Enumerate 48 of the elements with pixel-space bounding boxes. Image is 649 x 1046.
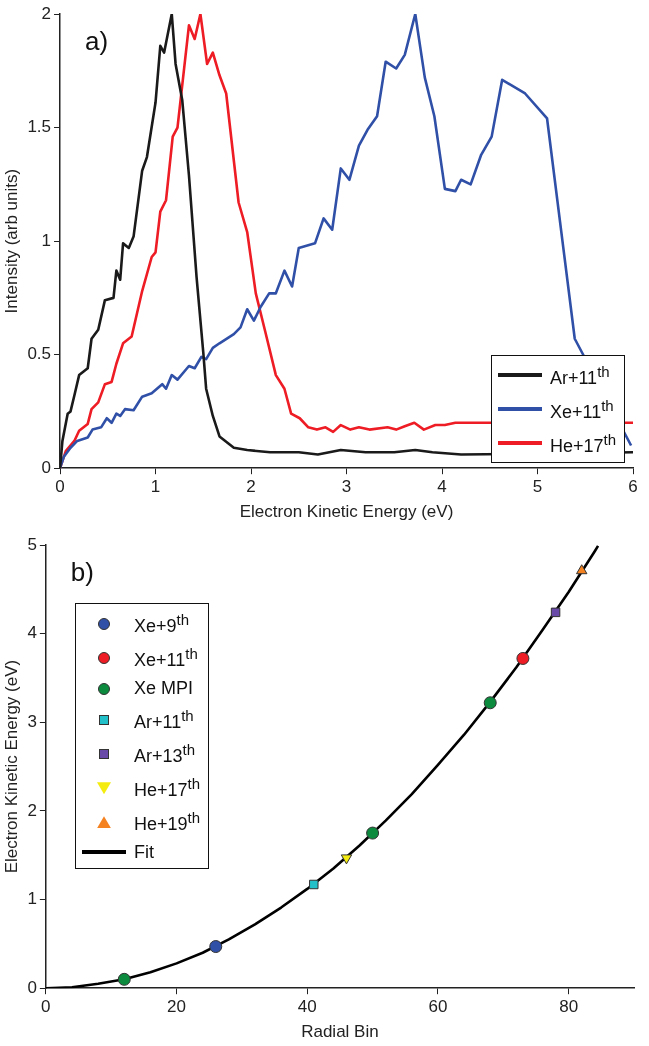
legend-label: He+17$^{th}$ [134, 774, 201, 802]
legend-label: Ar+11$^{th}$ [549, 362, 610, 390]
x-tick-label: 2 [246, 477, 256, 497]
x-tick-label: 5 [532, 477, 543, 497]
point [209, 940, 223, 954]
x-tick-label: 0 [55, 477, 65, 497]
y-tick-label: 4 [27, 623, 37, 643]
annotation: a) [85, 26, 109, 56]
point [516, 651, 530, 665]
y-tick-label: 3 [27, 711, 37, 731]
legend-label: He+19$^{th}$ [134, 808, 201, 836]
y-tick-label: 1 [41, 230, 52, 250]
y-axis-title: Intensity (arb units) [1, 168, 21, 314]
legend-label: Xe+9$^{th}$ [134, 610, 190, 638]
x-tick-label: 6 [628, 477, 638, 497]
legend-label: Fit [134, 841, 154, 864]
x-tick-label: 60 [428, 997, 448, 1017]
point [340, 854, 353, 865]
point [483, 696, 497, 710]
y-tick-label: 0 [41, 457, 52, 477]
x-axis-title: Electron Kinetic Energy (eV) [239, 502, 454, 522]
y-tick-label: 2 [41, 3, 52, 23]
x-tick-label: 4 [437, 477, 447, 497]
legend-label: He+17$^{th}$ [549, 430, 616, 458]
x-tick-label: 1 [150, 477, 161, 497]
point [117, 972, 131, 986]
annotation: b) [70, 557, 94, 587]
point [576, 564, 588, 575]
point [366, 826, 380, 840]
x-axis-title: Radial Bin [301, 1022, 379, 1042]
point [550, 607, 561, 618]
legend-label: Xe+11$^{th}$ [134, 644, 198, 672]
legend-label: Xe MPI [134, 677, 194, 700]
y-tick-label: 1 [27, 889, 37, 909]
y-tick-label: 2 [27, 800, 37, 820]
x-tick-label: 20 [167, 997, 187, 1017]
y-tick-label: 0 [27, 977, 37, 997]
legend-label: Ar+11$^{th}$ [134, 706, 194, 734]
legend-label: Ar+13$^{th}$ [134, 740, 196, 768]
y-tick-label: 5 [27, 534, 37, 554]
x-tick-label: 80 [559, 997, 579, 1017]
x-tick-label: 40 [297, 997, 317, 1017]
y-tick-label: 0.5 [27, 344, 52, 364]
y-tick-label: 1.5 [27, 117, 52, 137]
legend-label: Xe+11$^{th}$ [549, 396, 614, 424]
y-axis-title: Electron Kinetic Energy (eV) [1, 659, 21, 874]
x-tick-label: 3 [341, 477, 352, 497]
point [309, 879, 319, 890]
